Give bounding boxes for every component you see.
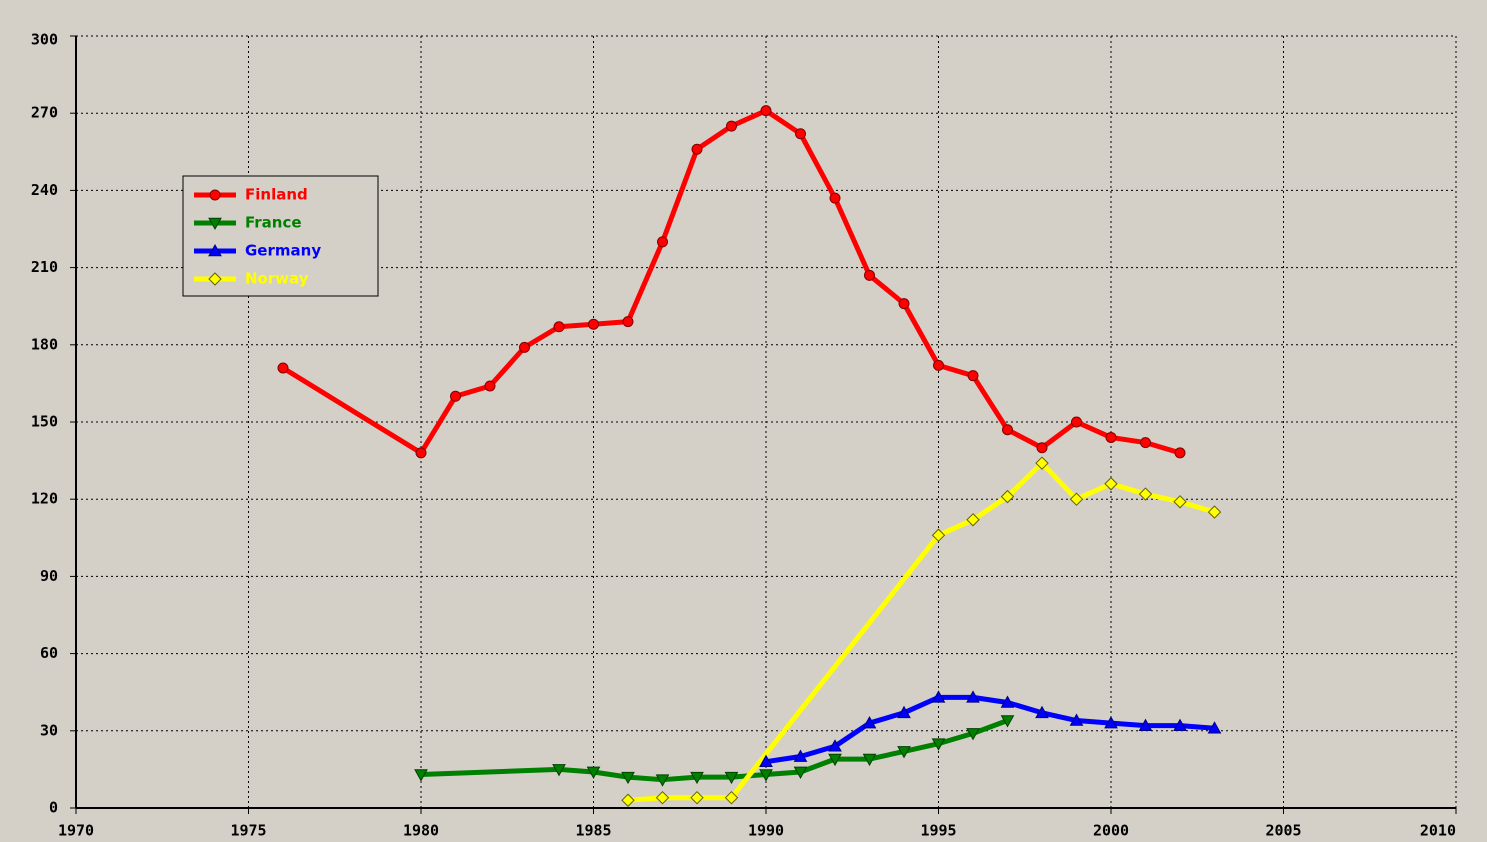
marker	[1104, 477, 1118, 491]
marker	[691, 143, 703, 155]
marker	[552, 764, 566, 777]
marker	[966, 690, 980, 703]
x-tick-label: 2000	[1093, 822, 1129, 840]
marker	[415, 447, 427, 459]
marker	[793, 766, 808, 780]
marker	[1138, 718, 1153, 731]
marker	[1000, 695, 1015, 708]
marker	[898, 298, 910, 310]
marker	[933, 359, 944, 371]
marker	[553, 321, 565, 333]
marker	[795, 128, 806, 140]
marker	[655, 774, 670, 787]
y-tick-label: 0	[49, 799, 58, 817]
y-tick-label: 150	[31, 413, 58, 431]
marker	[1173, 495, 1187, 509]
marker	[1069, 492, 1084, 506]
marker	[690, 771, 704, 785]
series-line	[765, 694, 1215, 765]
marker	[759, 754, 773, 767]
marker	[1207, 505, 1222, 519]
marker	[519, 341, 530, 353]
marker	[208, 272, 222, 286]
marker	[586, 766, 601, 780]
marker	[588, 318, 599, 330]
marker	[690, 790, 704, 805]
marker	[793, 749, 808, 762]
y-tick-label: 90	[40, 567, 58, 585]
legend-label: France	[245, 214, 302, 232]
x-tick-label: 1995	[920, 822, 956, 840]
y-tick-label: 180	[31, 335, 58, 353]
marker	[1002, 424, 1013, 436]
marker	[1174, 447, 1186, 459]
marker	[967, 370, 979, 382]
y-tick-label: 30	[40, 721, 58, 739]
marker	[966, 728, 980, 741]
marker	[209, 189, 221, 201]
marker	[828, 753, 842, 767]
x-tick-label: 1990	[748, 822, 784, 840]
marker	[1069, 713, 1084, 726]
x-tick-label: 1975	[230, 822, 266, 840]
marker	[931, 528, 946, 542]
marker	[277, 362, 289, 374]
marker	[450, 390, 461, 402]
marker	[1036, 442, 1048, 454]
x-tick-label: 1980	[403, 822, 439, 840]
marker	[621, 771, 635, 785]
x-tick-label: 1985	[575, 822, 611, 840]
series-line	[281, 108, 1181, 456]
marker	[655, 790, 670, 805]
marker	[1000, 715, 1015, 728]
marker	[622, 316, 634, 328]
marker	[931, 738, 946, 751]
marker	[966, 513, 980, 527]
marker	[1000, 489, 1015, 504]
marker	[1140, 437, 1151, 449]
marker	[1035, 705, 1049, 719]
marker	[208, 217, 222, 231]
legend-label: Finland	[245, 186, 308, 204]
marker	[1173, 718, 1187, 731]
marker	[759, 769, 773, 782]
marker	[1138, 487, 1153, 501]
marker	[829, 192, 841, 204]
x-tick-label: 2010	[1420, 822, 1456, 840]
marker	[931, 690, 946, 703]
marker	[828, 739, 842, 752]
legend-label: Germany	[245, 242, 321, 260]
marker	[726, 120, 737, 132]
marker	[1207, 721, 1222, 734]
y-tick-label: 60	[40, 644, 58, 662]
marker	[862, 753, 877, 767]
x-tick-label: 1970	[58, 822, 94, 840]
marker	[897, 705, 911, 719]
marker	[621, 793, 635, 807]
y-tick-label: 210	[31, 258, 58, 276]
marker	[760, 105, 772, 117]
legend-label: Norway	[245, 270, 309, 288]
marker	[724, 771, 739, 785]
marker	[864, 269, 875, 281]
y-tick-label: 120	[31, 490, 58, 508]
marker	[657, 236, 668, 248]
marker	[862, 716, 877, 729]
marker	[724, 790, 739, 805]
marker	[1104, 716, 1118, 729]
marker	[897, 746, 911, 759]
marker	[484, 380, 496, 392]
marker	[1071, 416, 1082, 428]
y-tick-label: 300	[31, 31, 58, 49]
marker	[414, 769, 428, 782]
marker	[208, 243, 222, 257]
x-tick-label: 2005	[1265, 822, 1301, 840]
y-tick-label: 270	[31, 104, 58, 122]
marker	[1105, 431, 1117, 443]
y-tick-label: 240	[31, 181, 58, 199]
legend: Finland France Germany Norway	[182, 175, 379, 297]
marker	[1035, 456, 1049, 470]
